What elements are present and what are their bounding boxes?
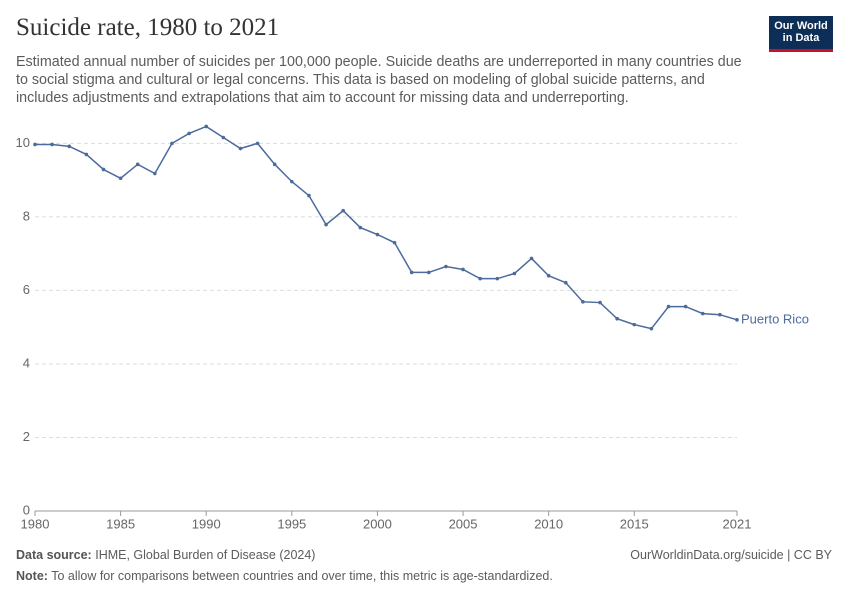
point — [735, 318, 739, 322]
point — [546, 273, 551, 278]
point — [50, 142, 54, 147]
y-tick-label: 2 — [23, 429, 30, 444]
logo-line: Our World — [774, 20, 828, 32]
credit[interactable]: OurWorldinData.org/suicide | CC BY — [630, 548, 832, 562]
y-tick-label: 8 — [23, 208, 30, 223]
point — [375, 232, 380, 237]
source-text: IHME, Global Burden of Disease (2024) — [95, 548, 316, 562]
note-text: To allow for comparisons between countri… — [51, 569, 553, 583]
point — [409, 270, 414, 275]
point — [67, 144, 72, 149]
point — [101, 167, 106, 172]
y-tick-label: 0 — [23, 502, 30, 517]
x-tick-label: 2010 — [534, 516, 563, 531]
point — [307, 193, 311, 198]
point — [84, 152, 89, 157]
point — [427, 270, 431, 275]
point — [512, 271, 517, 276]
y-tick-label: 4 — [23, 355, 30, 370]
chart: 0 2 4 6 8 10 1980 1985 1990 1995 2000 2005 2010 2015 2… — [16, 124, 809, 531]
point — [581, 300, 585, 304]
point — [444, 264, 448, 269]
point — [272, 162, 277, 167]
point — [478, 276, 482, 281]
series-label: Puerto Rico — [741, 311, 809, 326]
x-tick-label: 1990 — [192, 516, 221, 531]
series-line — [35, 125, 738, 330]
point — [649, 326, 654, 331]
point — [529, 256, 534, 261]
y-tick-label: 10 — [16, 135, 30, 150]
point — [204, 124, 209, 129]
point — [170, 141, 174, 146]
point — [135, 162, 140, 167]
point — [341, 208, 345, 213]
point — [290, 179, 294, 184]
point — [392, 240, 397, 245]
source-label: Data source: — [16, 548, 92, 562]
logo-line: in Data — [782, 32, 820, 44]
x-tick-label: 1985 — [106, 516, 135, 531]
point — [118, 176, 123, 181]
chart-title: Suicide rate, 1980 to 2021 — [16, 14, 280, 41]
x-tick-label: 1995 — [277, 516, 306, 531]
x-tick-label: 2021 — [723, 516, 752, 531]
point — [324, 222, 328, 227]
point — [461, 267, 465, 272]
point — [563, 280, 568, 285]
source: Data source: IHME, Global Burden of Dise… — [16, 548, 315, 562]
point — [632, 322, 637, 327]
note: Note: To allow for comparisons between c… — [16, 569, 553, 583]
y-tick-label: 6 — [23, 282, 30, 297]
point — [598, 300, 602, 305]
note-label: Note: — [16, 569, 48, 583]
point — [718, 312, 722, 317]
point — [238, 146, 243, 151]
point — [187, 131, 191, 136]
point — [700, 311, 705, 316]
point — [358, 225, 363, 230]
x-tick-label: 2015 — [620, 516, 649, 531]
point — [153, 171, 157, 176]
x-tick-label: 2000 — [363, 516, 392, 531]
point — [615, 316, 619, 321]
x-tick-label: 2005 — [449, 516, 478, 531]
x-tick-label: 1980 — [21, 516, 50, 531]
chart-subtitle: Estimated annual number of suicides per … — [16, 54, 742, 106]
point — [683, 304, 688, 309]
point — [495, 276, 500, 281]
point — [221, 135, 226, 140]
point — [255, 141, 260, 146]
point — [666, 304, 671, 309]
logo[interactable]: Our World in Data — [769, 16, 833, 52]
point — [33, 142, 37, 147]
